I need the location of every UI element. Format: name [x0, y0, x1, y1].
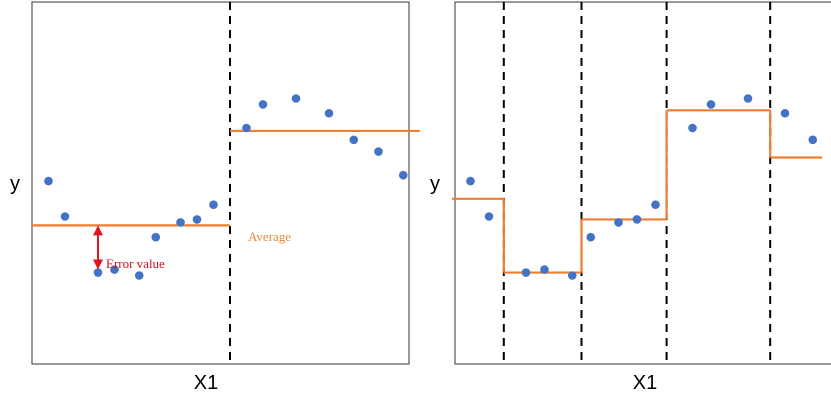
left-data-point-6: [151, 232, 161, 242]
left-data-point-3: [93, 268, 103, 277]
right-marks: [452, 2, 822, 364]
left-data-point-2: [60, 212, 70, 221]
left-x-axis-label: X1: [194, 372, 218, 394]
right-x-axis-label: X1: [633, 372, 657, 394]
left-plot-frame: [31, 1, 410, 365]
left-data-point-11: [258, 100, 268, 109]
left-data-point-12: [291, 94, 301, 103]
left-data-point-1: [44, 176, 53, 186]
right-data-point-3: [521, 268, 531, 277]
right-data-point-14: [808, 135, 818, 145]
right-data-point-7: [614, 218, 623, 227]
right-y-axis-label: y: [430, 173, 440, 195]
left-data-point-14: [349, 135, 359, 145]
right-data-point-5: [567, 271, 577, 280]
left-y-axis-label: y: [10, 173, 20, 195]
right-data-point-11: [706, 100, 716, 109]
right-data-point-13: [780, 108, 790, 118]
left-data-point-13: [324, 108, 334, 118]
left-data-point-8: [192, 215, 202, 224]
left-data-point-9: [209, 200, 218, 209]
error-value-annotation: Error value: [106, 256, 165, 271]
right-data-point-9: [651, 200, 660, 209]
right-plot-frame: [454, 1, 831, 365]
right-data-point-12: [743, 94, 753, 103]
right-data-point-2: [484, 212, 494, 221]
left-panel: y X1 Average Error value: [10, 1, 420, 394]
left-data-point-5: [134, 271, 144, 280]
right-data-point-10: [688, 123, 697, 133]
left-data-point-4: [110, 265, 119, 274]
left-data-point-16: [398, 170, 408, 180]
left-data-point-15: [374, 147, 383, 156]
right-data-point-4: [540, 265, 549, 274]
left-marks: [32, 2, 420, 364]
right-data-point-1: [466, 176, 475, 186]
right-panel: y X1: [430, 1, 831, 394]
right-data-point-6: [586, 232, 596, 242]
average-annotation: Average: [248, 229, 291, 244]
left-data-point-7: [176, 218, 185, 227]
right-data-point-8: [632, 215, 642, 224]
left-data-point-10: [242, 123, 251, 133]
